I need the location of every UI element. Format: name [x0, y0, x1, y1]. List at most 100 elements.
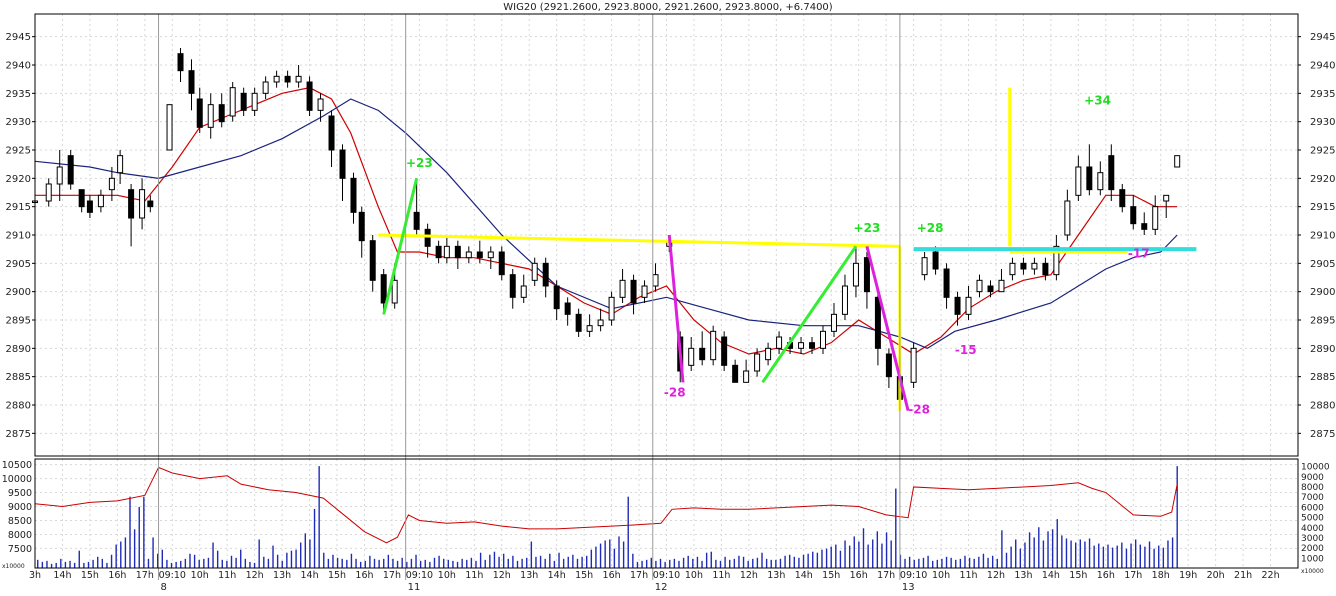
candle-body: [754, 353, 761, 372]
candle-body: [295, 75, 302, 83]
candle-body: [1042, 262, 1049, 276]
annotation-label: -28: [908, 403, 930, 417]
candle-body: [498, 251, 505, 276]
volume-axis-left: 10500 10000 9500 9000 8500 8000 7500 x10000: [2, 460, 32, 570]
price-tick-label: 2925: [1310, 146, 1335, 157]
candle-body: [166, 104, 173, 151]
candle-body: [575, 313, 582, 332]
time-tick-label: 14h: [548, 570, 566, 581]
price-tick-label: 2910: [6, 231, 31, 242]
candle-body: [108, 177, 115, 191]
time-tick-label: 10h: [191, 570, 209, 581]
annotation-label: +28: [917, 221, 944, 235]
candle-body: [273, 75, 280, 83]
annotation-label: +23: [406, 156, 433, 170]
volume-tick-label: 6000: [1301, 503, 1324, 513]
volume-tick-label: 10000: [2, 474, 32, 485]
candle-body: [932, 251, 939, 270]
candle-body: [597, 319, 604, 327]
time-tick-label: 12h: [246, 570, 264, 581]
volume-axis-right: 1000090008000700060005000400030002000100…: [1301, 463, 1330, 575]
candle-body: [262, 81, 269, 94]
candle-body: [1020, 262, 1027, 270]
candle-body: [830, 313, 837, 332]
candle-body: [809, 342, 816, 349]
price-tick-label: 2875: [6, 429, 31, 440]
candle-body: [476, 251, 483, 259]
candle-body: [424, 228, 431, 247]
candle-body: [443, 245, 450, 259]
moving-average-lines: [34, 87, 1178, 355]
volume-tick-label: 10500: [2, 460, 32, 471]
volume-tick-label: 7000: [1301, 493, 1324, 503]
price-tick-label: 2900: [6, 287, 31, 298]
candle-body: [976, 279, 983, 293]
candle-body: [542, 262, 549, 287]
volume-tick-label: 8500: [8, 516, 32, 527]
volume-tick-label: 10000: [1301, 463, 1330, 473]
candle-body: [1108, 155, 1115, 191]
candle-body: [1152, 206, 1159, 230]
time-tick-label: 09:10: [900, 570, 927, 581]
time-tick-label: 09:10: [159, 570, 186, 581]
price-tick-label: 2930: [1310, 117, 1335, 128]
candle-body: [586, 325, 593, 332]
candle-body: [619, 279, 626, 298]
time-tick-label: 09:10: [653, 570, 680, 581]
candle-body: [369, 240, 376, 281]
candle-body: [885, 353, 892, 378]
price-tick-label: 2915: [6, 202, 31, 213]
time-tick-label: 09:10: [406, 570, 433, 581]
time-tick-label: 17h: [1124, 570, 1142, 581]
time-tick-label: 17h: [136, 570, 154, 581]
annotation-label: -28: [664, 386, 686, 400]
candle-body: [743, 370, 750, 383]
candle-body: [798, 342, 805, 349]
day-label: 11: [408, 582, 421, 592]
price-tick-label: 2935: [1310, 89, 1335, 100]
time-tick-label: 11h: [959, 570, 977, 581]
candle-body: [487, 251, 494, 259]
candle-body: [509, 274, 516, 298]
candle-body: [306, 81, 313, 111]
candle-body: [117, 155, 124, 174]
candle-body: [954, 296, 961, 315]
volume-tick-label: 4000: [1301, 524, 1324, 534]
time-tick-label: 14h: [301, 570, 319, 581]
candle-body: [943, 268, 950, 298]
candle-body: [776, 336, 783, 349]
candle-body: [1075, 166, 1082, 196]
candle-body: [1009, 262, 1016, 276]
candle-body: [1086, 166, 1093, 191]
candle-body: [553, 285, 560, 310]
price-tick-label: 2930: [6, 117, 31, 128]
chart-title: WIG20 (2921.2600, 2923.8000, 2921.2600, …: [503, 2, 832, 13]
volume-tick-label: 9500: [8, 488, 32, 499]
time-tick-label: 12h: [740, 570, 758, 581]
time-tick-label: 11h: [465, 570, 483, 581]
time-tick-label: 15h: [81, 570, 99, 581]
time-tick-label: 15h: [575, 570, 593, 581]
price-axis-left: 2945 2940 2935 2930 2925 2920 2915 2910 2905 2900…: [6, 32, 35, 440]
candle-body: [688, 347, 695, 366]
volume-line: [34, 466, 1178, 544]
time-tick-label: 14h: [795, 570, 813, 581]
candle-body: [188, 70, 195, 94]
price-tick-label: 2880: [1310, 401, 1335, 412]
candle-body: [435, 245, 442, 259]
time-tick-label: 16h: [850, 570, 868, 581]
candle-body: [874, 296, 881, 349]
price-tick-label: 2945: [6, 32, 31, 43]
candle-body: [652, 274, 659, 287]
candle-body: [841, 285, 848, 315]
annotation-label: +23: [854, 221, 881, 235]
annotations: +23 -28 +23 +28 -28 -15 +34 -17: [406, 94, 1150, 417]
moving-average-line: [34, 98, 1178, 350]
price-tick-label: 2880: [6, 401, 31, 412]
volume-tick-label: 9000: [8, 502, 32, 513]
candle-body: [78, 189, 85, 208]
price-tick-label: 2895: [1310, 316, 1335, 327]
candle-body: [139, 189, 146, 219]
candle-body: [1097, 172, 1104, 191]
candle-body: [147, 200, 154, 208]
